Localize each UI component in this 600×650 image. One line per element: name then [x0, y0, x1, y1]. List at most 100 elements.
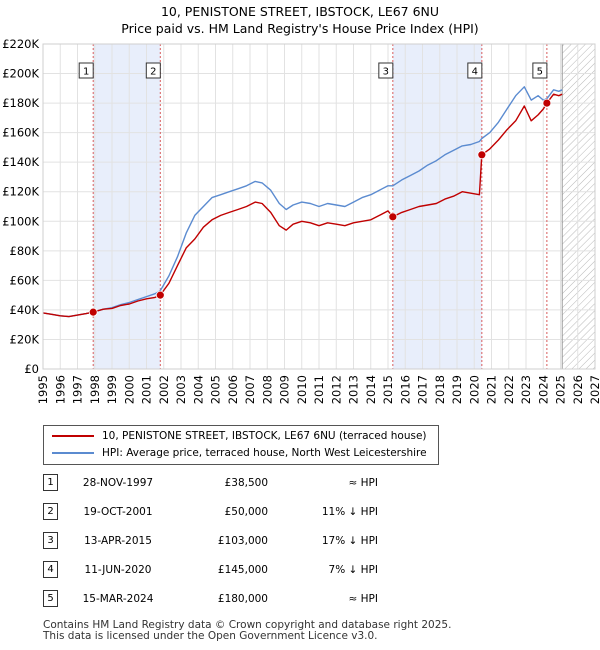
y-tick-label: £120K — [2, 185, 39, 199]
property-price-line — [43, 93, 563, 318]
x-tick-label: 2015 — [381, 375, 395, 404]
x-tick-label: 2004 — [191, 375, 205, 404]
x-tick-label: 2014 — [364, 375, 378, 404]
table-row: 3 13-APR-2015 £103,000 17% ↓ HPI — [43, 526, 378, 555]
x-tick-label: 2012 — [329, 375, 343, 404]
legend-item-hpi: HPI: Average price, terraced house, Nort… — [52, 445, 427, 461]
transaction-label-box — [532, 62, 548, 79]
x-tick-label: 2009 — [278, 375, 292, 404]
x-tick-label: 2016 — [398, 375, 412, 404]
footer-copyright: Contains HM Land Registry data © Crown c… — [43, 619, 452, 631]
x-tick-label: 2002 — [157, 375, 171, 404]
transaction-label-box — [78, 62, 94, 79]
x-tick-label: 2019 — [450, 375, 464, 404]
x-tick-label: 2001 — [140, 375, 154, 404]
transaction-label: 5 — [537, 67, 543, 78]
transaction-date: 28-NOV-1997 — [82, 476, 154, 489]
x-tick-label: 2000 — [122, 375, 136, 404]
x-tick-label: 2006 — [226, 375, 240, 404]
y-tick-label: £180K — [2, 96, 39, 110]
transaction-label-box — [145, 62, 161, 79]
hpi-line — [43, 86, 563, 318]
transaction-number: 4 — [43, 561, 58, 578]
x-tick-label: 1996 — [53, 375, 67, 404]
x-tick-label: 2011 — [312, 375, 326, 404]
transaction-label-box — [467, 62, 483, 79]
transaction-date: 19-OCT-2001 — [83, 505, 153, 518]
legend-line-property — [52, 435, 94, 437]
transaction-price: £103,000 — [217, 534, 268, 547]
shaded-range — [93, 44, 161, 369]
y-tick-label: £140K — [2, 155, 39, 169]
x-tick-label: 2013 — [347, 375, 361, 404]
x-tick-label: 2010 — [295, 375, 309, 404]
x-tick-label: 2021 — [485, 375, 499, 404]
x-tick-label: 1997 — [71, 375, 85, 404]
x-tick-label: 2007 — [243, 375, 257, 404]
transaction-hpi-compare: ≈ HPI — [348, 476, 378, 489]
table-row: 1 28-NOV-1997 £38,500 ≈ HPI — [43, 468, 378, 497]
chart-title-line1: 10, PENISTONE STREET, IBSTOCK, LE67 6NU — [160, 4, 440, 19]
transaction-point — [477, 150, 487, 160]
x-tick-label: 2026 — [571, 375, 585, 404]
table-row: 5 15-MAR-2024 £180,000 ≈ HPI — [43, 584, 378, 613]
x-tick-label: 1999 — [105, 375, 119, 404]
footer-licence: This data is licensed under the Open Gov… — [43, 630, 378, 642]
legend-label-hpi: HPI: Average price, terraced house, Nort… — [102, 447, 427, 459]
transaction-date: 11-JUN-2020 — [84, 563, 152, 576]
transaction-number: 3 — [43, 532, 58, 549]
y-tick-label: £40K — [10, 303, 40, 317]
x-tick-label: 1995 — [36, 375, 50, 404]
transaction-price: £145,000 — [217, 563, 268, 576]
x-tick-label: 2023 — [519, 375, 533, 404]
transaction-price: £180,000 — [217, 592, 268, 605]
x-tick-label: 2017 — [416, 375, 430, 404]
y-tick-label: £80K — [10, 244, 40, 258]
transaction-number: 2 — [43, 503, 58, 520]
y-tick-label: £200K — [2, 67, 39, 81]
chart-title-line2: Price paid vs. HM Land Registry's House … — [121, 21, 479, 36]
transaction-label: 3 — [383, 67, 389, 78]
x-tick-label: 2027 — [588, 375, 600, 404]
transaction-hpi-compare: ≈ HPI — [348, 592, 378, 605]
future-hatch — [562, 44, 595, 369]
x-tick-label: 2022 — [502, 375, 516, 404]
transaction-price: £38,500 — [224, 476, 268, 489]
x-tick-label: 2025 — [554, 375, 568, 404]
y-tick-label: £220K — [2, 37, 39, 51]
transaction-hpi-compare: 11% ↓ HPI — [321, 505, 378, 518]
y-tick-label: £160K — [2, 126, 39, 140]
legend-label-property: 10, PENISTONE STREET, IBSTOCK, LE67 6NU … — [102, 430, 427, 442]
transaction-number: 1 — [43, 474, 58, 491]
transaction-point — [388, 212, 398, 222]
x-tick-label: 2024 — [536, 375, 550, 404]
footer: Contains HM Land Registry data © Crown c… — [43, 620, 451, 642]
table-row: 2 19-OCT-2001 £50,000 11% ↓ HPI — [43, 497, 378, 526]
x-tick-label: 2005 — [209, 375, 223, 404]
transaction-date: 15-MAR-2024 — [82, 592, 154, 605]
transaction-label-box — [378, 62, 394, 79]
shaded-range — [392, 44, 482, 369]
price-chart: 1 2 3 4 5 £0 £20K £40K £60K £80K £100K £120K £140K £1… — [2, 37, 600, 404]
legend-line-hpi — [52, 452, 94, 454]
transaction-price: £50,000 — [224, 505, 268, 518]
y-tick-label: £60K — [10, 273, 40, 287]
transaction-hpi-compare: 7% ↓ HPI — [328, 563, 378, 576]
y-tick-label: £20K — [10, 332, 40, 346]
transaction-point — [155, 290, 165, 300]
x-tick-label: 2018 — [433, 375, 447, 404]
legend-item-property: 10, PENISTONE STREET, IBSTOCK, LE67 6NU … — [52, 428, 427, 444]
transaction-date: 13-APR-2015 — [84, 534, 152, 547]
transaction-number: 5 — [43, 590, 58, 607]
transaction-label: 1 — [83, 67, 89, 78]
y-tick-label: £0 — [24, 362, 39, 376]
transaction-label: 4 — [472, 67, 478, 78]
y-tick-label: £100K — [2, 214, 39, 228]
x-tick-label: 2003 — [174, 375, 188, 404]
transaction-hpi-compare: 17% ↓ HPI — [321, 534, 378, 547]
table-row: 4 11-JUN-2020 £145,000 7% ↓ HPI — [43, 555, 378, 584]
transaction-label: 2 — [150, 67, 156, 78]
plot-border — [42, 43, 596, 370]
transaction-point — [88, 307, 98, 317]
transactions-table: 1 28-NOV-1997 £38,500 ≈ HPI 2 19-OCT-200… — [43, 468, 378, 613]
